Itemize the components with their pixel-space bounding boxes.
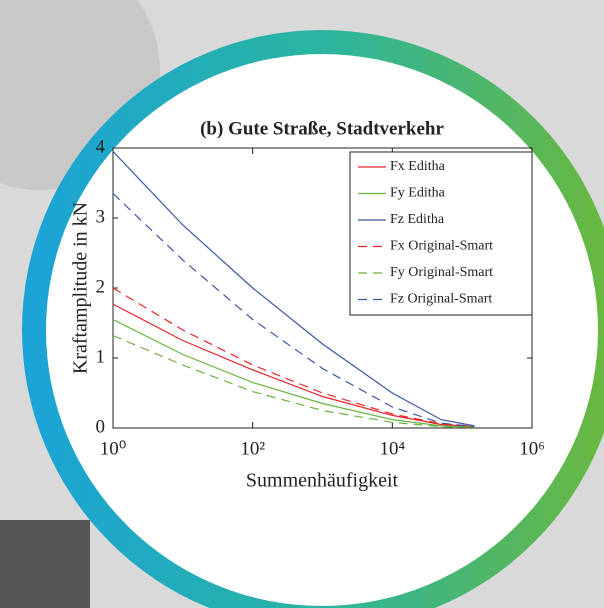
chart-title: (b) Gute Straße, Stadtverkehr: [200, 118, 444, 139]
y-tick-label: 4: [96, 136, 106, 157]
legend-label: Fx Editha: [390, 159, 446, 174]
y-tick-label: 0: [96, 416, 106, 437]
deco-photo: [0, 520, 90, 608]
legend-label: Fy Editha: [390, 186, 446, 201]
legend-label: Fy Original-Smart: [390, 265, 493, 280]
y-axis-label: Kraftamplitude in kN: [70, 202, 92, 374]
legend-label: Fx Original-Smart: [390, 239, 493, 254]
page: (b) Gute Straße, Stadtverkehr Summenhäuf…: [0, 0, 604, 608]
legend-label: Fz Editha: [390, 212, 445, 227]
x-tick-label: 10⁰: [100, 438, 127, 459]
x-tick-label: 10⁴: [380, 438, 406, 459]
x-tick-label: 10⁶: [519, 438, 545, 459]
x-axis-label: Summenhäufigkeit: [246, 470, 399, 492]
legend-label: Fz Original-Smart: [390, 292, 492, 307]
y-tick-label: 1: [96, 346, 106, 367]
x-tick-label: 10²: [240, 438, 265, 459]
y-tick-label: 2: [96, 276, 106, 297]
y-tick-label: 3: [96, 206, 106, 227]
legend-box: [350, 152, 532, 315]
